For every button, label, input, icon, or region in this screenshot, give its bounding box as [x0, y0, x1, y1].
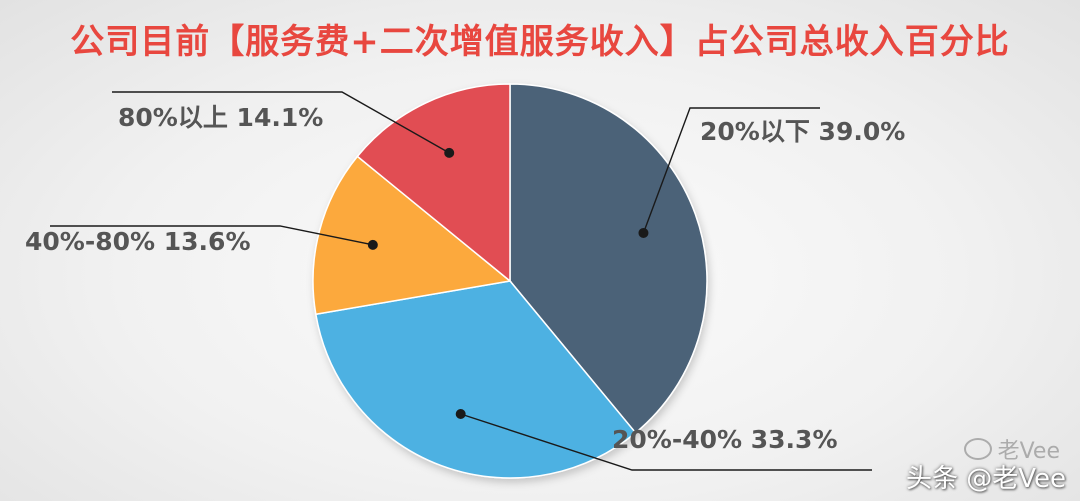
slice-label-4: 80%以上 14.1% — [118, 103, 323, 132]
watermark-faint-text: 老Vee — [997, 439, 1060, 464]
leader-dot-1 — [638, 227, 649, 238]
pie-slice-1 — [509, 83, 708, 434]
slice-label-3: 40%-80% 13.6% — [25, 227, 251, 256]
leader-dot-4 — [444, 147, 455, 158]
leader-line-1 — [642, 107, 820, 234]
watermark: 头条 @老Vee — [905, 464, 1066, 494]
leader-dot-2 — [455, 408, 466, 419]
leader-line-2 — [460, 413, 872, 471]
leader-line-3 — [50, 225, 373, 246]
leader-dot-3 — [367, 239, 378, 250]
wechat-logo-icon — [963, 438, 992, 460]
leader-line-4 — [112, 91, 450, 154]
slice-label-2: 20%-40% 33.3% — [612, 425, 838, 454]
pie-slice-2 — [314, 280, 637, 479]
pie-slice-3 — [312, 155, 512, 316]
chart-title: 公司目前【服务费+二次增值服务收入】占公司总收入百分比 — [70, 22, 1010, 62]
slice-label-1: 20%以下 39.0% — [700, 117, 905, 146]
pie-slice-4 — [356, 83, 511, 283]
watermark-faint: 老Vee — [963, 433, 1060, 465]
